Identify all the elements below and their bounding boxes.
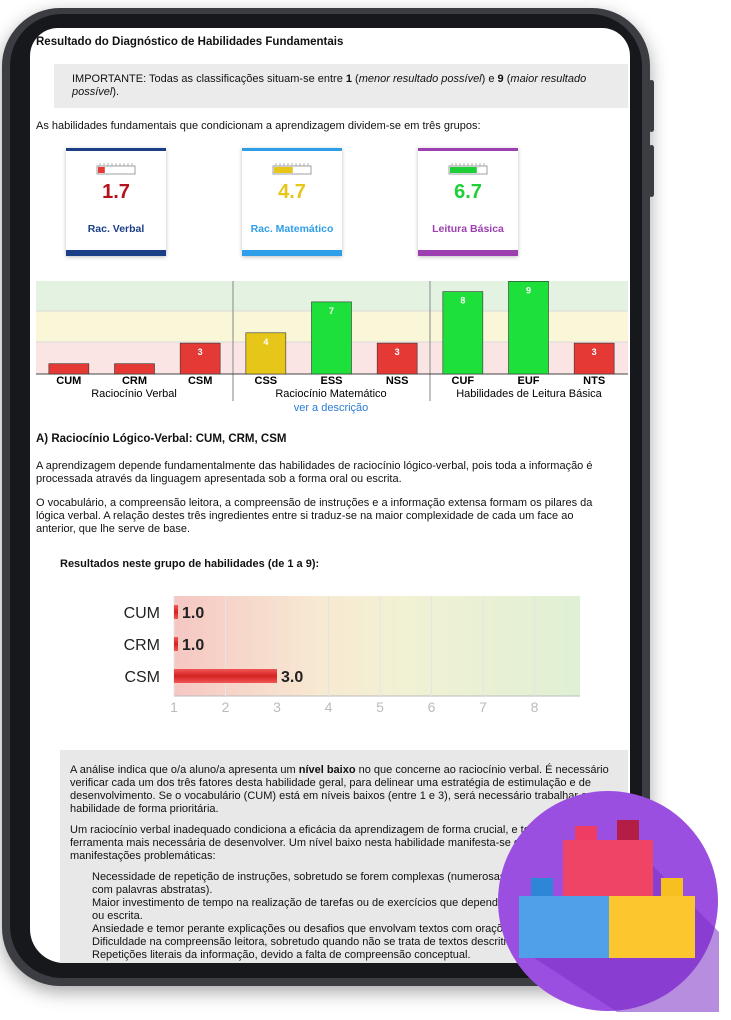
group-label-reading: Habilidades de Leitura Básica xyxy=(456,388,602,400)
bar xyxy=(174,637,178,651)
bar-value-label: 3 xyxy=(592,347,597,357)
bar-value-label: 1.0 xyxy=(182,605,204,622)
category-label: NTS xyxy=(583,375,605,387)
results-title: Resultados neste grupo de habilidades (d… xyxy=(60,558,320,570)
x-tick-label: 5 xyxy=(376,699,384,715)
bar xyxy=(311,301,352,375)
bar xyxy=(245,332,287,375)
skills-bar-chart: CUM CRM 3 CSM 4 CSS 7 ESS 3 NSS 8 CUF 9 EUF 3 NTS Racio… xyxy=(36,281,628,414)
app-logo-icon xyxy=(498,791,719,1012)
gauge-icon xyxy=(272,163,312,175)
bar xyxy=(508,281,549,375)
category-label: ESS xyxy=(320,375,342,387)
category-label: CSM xyxy=(124,669,160,686)
gauge-fill xyxy=(274,167,293,173)
bar-value-label: 7 xyxy=(329,306,334,316)
category-label: EUF xyxy=(518,375,540,387)
gauge-fill xyxy=(98,167,105,173)
analysis-p1-prefix: A análise indica que o/a aluno/a apresen… xyxy=(70,764,299,776)
notice-min-label: menor resultado possível xyxy=(358,73,482,85)
category-label: CUM xyxy=(124,605,160,622)
section-paragraph-1: A aprendizagem depende fundamentalmente … xyxy=(36,460,593,485)
bar xyxy=(174,605,178,619)
notice-mid: e xyxy=(485,73,498,85)
score-label: Rac. Matemático xyxy=(250,223,334,235)
bar-value-label: 9 xyxy=(526,285,531,295)
notice-max-label: maior resultado possível xyxy=(72,73,587,98)
x-tick-label: 3 xyxy=(273,699,281,715)
list-item: Necessidade de repetição de instruções, … xyxy=(92,871,610,896)
gauge-icon xyxy=(96,163,136,175)
analysis-level: nível baixo xyxy=(298,764,356,776)
x-tick-label: 1 xyxy=(170,699,178,715)
score-value: 1.7 xyxy=(102,181,130,203)
analysis-paragraph-1: A análise indica que o/a aluno/a apresen… xyxy=(70,764,618,816)
analysis-p1-suffix: no que concerne ao raciocínio verbal. É … xyxy=(70,764,609,815)
volume-down-button xyxy=(649,145,654,197)
score-label: Rac. Verbal xyxy=(87,223,145,235)
category-label: NSS xyxy=(386,375,409,387)
score-value: 4.7 xyxy=(278,181,306,203)
bar-value-label: 8 xyxy=(460,296,465,306)
category-label: CRM xyxy=(122,375,147,387)
notice-prefix: IMPORTANTE: Todas as classificações situ… xyxy=(72,73,346,85)
list-item: Repetições literais da informação, devid… xyxy=(92,949,471,961)
bar xyxy=(174,669,277,683)
section-title: A) Raciocínio Lógico-Verbal: CUM, CRM, C… xyxy=(36,433,287,445)
category-label: CSM xyxy=(188,375,212,387)
x-tick-label: 4 xyxy=(325,699,333,715)
score-card-math[interactable]: 4.7 Rac. Matemático xyxy=(242,148,342,256)
score-label: Leitura Básica xyxy=(432,223,504,235)
analysis-paragraph-2: Um raciocínio verbal inadequado condicio… xyxy=(70,824,582,862)
bar-value-label: 1.0 xyxy=(182,637,204,654)
category-label: CUM xyxy=(56,375,81,387)
gauge-icon xyxy=(448,163,488,175)
bar-value-label: 3 xyxy=(198,347,203,357)
bar xyxy=(442,291,484,375)
gauge-fill xyxy=(450,167,477,173)
x-tick-label: 8 xyxy=(531,699,539,715)
group-label-verbal: Raciocínio Verbal xyxy=(91,388,177,400)
score-card-verbal[interactable]: 1.7 Rac. Verbal xyxy=(66,148,166,256)
card-accent-bar xyxy=(242,250,342,256)
bar-value-label: 3 xyxy=(395,347,400,357)
list-item: Ansiedade e temor perante explicações ou… xyxy=(92,923,574,935)
bar-value-label: 3.0 xyxy=(281,669,303,686)
description-link[interactable]: ver a descrição xyxy=(294,402,369,414)
bar xyxy=(48,363,90,375)
notice-min: 1 xyxy=(345,73,352,85)
list-item: Dificuldade na compreensão leitora, sobr… xyxy=(92,936,527,948)
notice-max: 9 xyxy=(497,73,504,85)
card-accent-bar xyxy=(66,250,166,256)
analysis-list: Necessidade de repetição de instruções, … xyxy=(70,871,618,962)
category-label: CRM xyxy=(124,637,160,654)
page-title: Resultado do Diagnóstico de Habilidades … xyxy=(36,36,344,48)
tablet-screen: Resultado do Diagnóstico de Habilidades … xyxy=(30,28,630,963)
bar xyxy=(179,342,221,375)
x-tick-label: 6 xyxy=(428,699,436,715)
score-value: 6.7 xyxy=(454,181,482,203)
bar xyxy=(114,363,155,375)
analysis-box: A análise indica que o/a aluno/a apresen… xyxy=(60,750,628,963)
intro-text: As habilidades fundamentais que condicio… xyxy=(36,120,481,132)
category-label: CUF xyxy=(452,375,475,387)
x-tick-label: 2 xyxy=(222,699,230,715)
list-item: Maior investimento de tempo na realizaçã… xyxy=(92,897,604,922)
group-label-math: Raciocínio Matemático xyxy=(275,388,386,400)
category-label: CSS xyxy=(255,375,278,387)
x-tick-label: 7 xyxy=(479,699,487,715)
bar-value-label: 4 xyxy=(263,337,268,347)
score-card-reading[interactable]: 6.7 Leitura Básica xyxy=(418,148,518,256)
power-button xyxy=(514,8,558,12)
volume-up-button xyxy=(649,80,654,132)
card-accent-bar xyxy=(418,250,518,256)
section-paragraph-2: O vocabulário, a compreensão leitora, a … xyxy=(36,497,593,535)
notice-box: IMPORTANTE: Todas as classificações situ… xyxy=(54,64,628,108)
bar xyxy=(376,342,418,375)
bar xyxy=(573,342,615,375)
